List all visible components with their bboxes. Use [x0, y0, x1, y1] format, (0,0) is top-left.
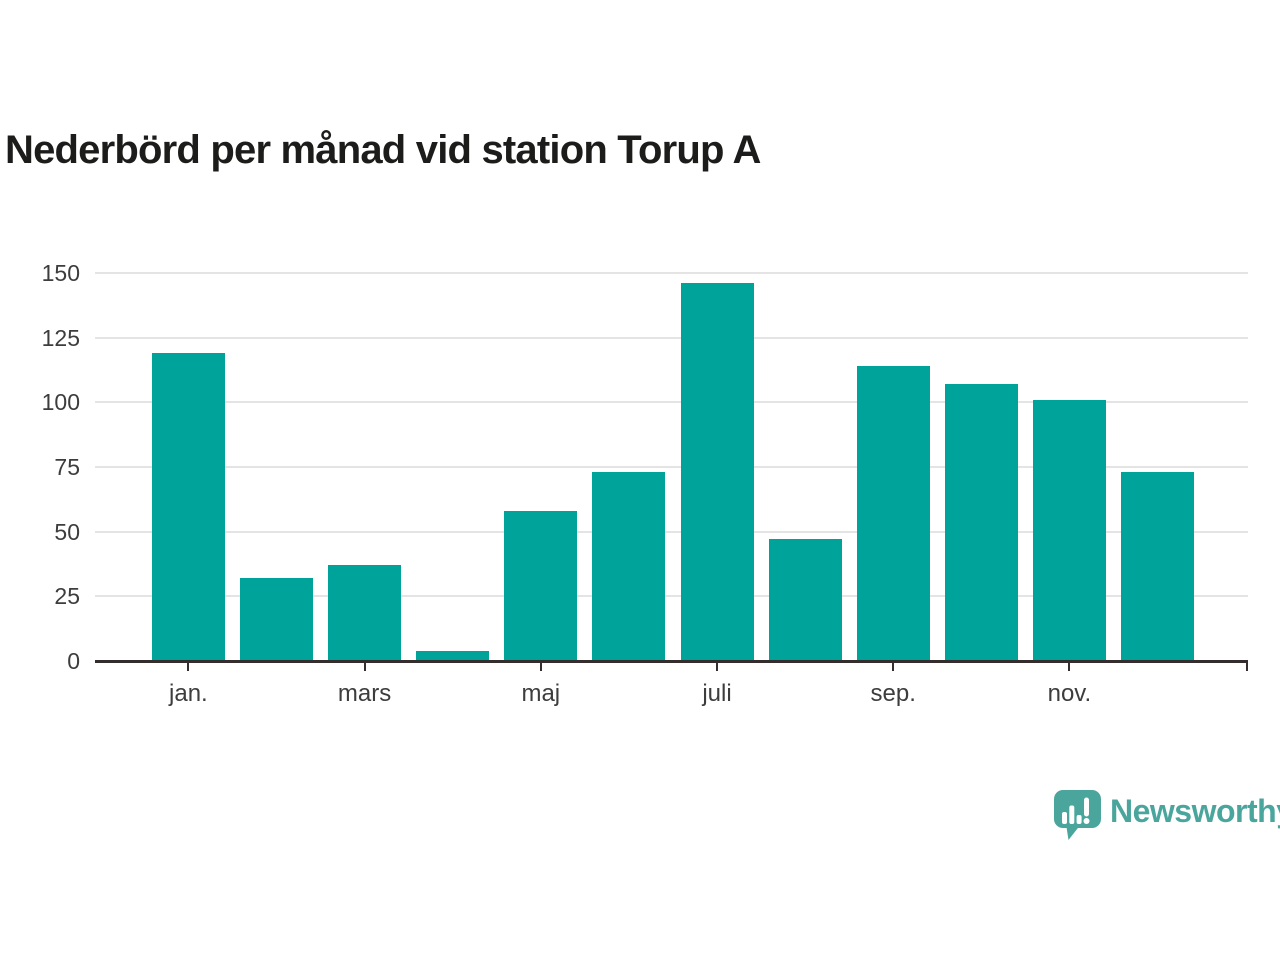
x-axis-end-tick [1246, 662, 1248, 671]
y-axis-label-100: 100 [41, 389, 80, 416]
bar-dec [1121, 472, 1194, 661]
x-axis-label-maj: maj [521, 680, 561, 707]
y-axis-label-25: 25 [54, 583, 80, 610]
bar-okt [944, 384, 1018, 661]
bar-apr [416, 650, 490, 661]
x-tick-mark-mars [363, 662, 366, 671]
bar-juni [592, 472, 666, 661]
bar-maj [504, 510, 578, 661]
bar-jan [151, 353, 225, 661]
x-tick-mark-maj [539, 662, 542, 671]
newsworthy-logo-text: Newsworthy [1110, 793, 1280, 829]
gridline-y-100 [95, 401, 1248, 404]
y-axis-label-0: 0 [67, 648, 80, 674]
x-axis-label-nov: nov. [1047, 680, 1092, 707]
bar-aug [768, 539, 842, 661]
y-axis-label-75: 75 [54, 454, 80, 480]
y-axis-label-50: 50 [54, 518, 80, 545]
x-axis-label-jan: jan. [169, 680, 208, 707]
x-axis-label-sep: sep. [870, 680, 916, 707]
x-axis-line [95, 660, 1248, 663]
gridline-y-150 [95, 272, 1248, 274]
x-tick-mark-juli [716, 662, 718, 671]
x-axis-label-juli: juli [702, 680, 732, 707]
newsworthy-logo[interactable]: Newsworthy [1054, 790, 1280, 847]
y-axis-label-150: 150 [41, 260, 80, 286]
x-tick-mark-nov [1068, 662, 1071, 671]
gridline-y-50 [95, 530, 1248, 533]
bar-feb [240, 578, 313, 661]
chart-title: Nederbörd per månad vid station Torup A [5, 128, 761, 172]
x-tick-mark-sep [892, 662, 895, 671]
gridline-y-25 [95, 595, 1248, 598]
bar-nov [1032, 399, 1106, 661]
y-axis-label-125: 125 [41, 324, 80, 351]
x-tick-mark-jan [187, 662, 190, 671]
newsworthy-logo-icon [1054, 790, 1101, 847]
bar-mars [328, 565, 402, 661]
bar-juli [680, 283, 754, 661]
bar-sep [856, 366, 930, 661]
gridline-y-125 [95, 336, 1248, 339]
x-axis-label-mars: mars [337, 680, 392, 707]
gridline-y-75 [95, 466, 1248, 468]
